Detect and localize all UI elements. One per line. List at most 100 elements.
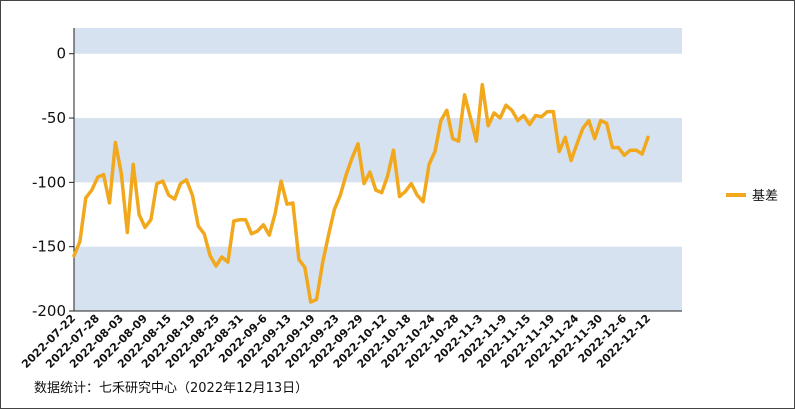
data-point xyxy=(362,182,366,185)
data-point xyxy=(587,119,591,122)
data-point xyxy=(191,194,194,197)
data-point xyxy=(126,231,129,234)
source-note: 数据统计：七禾研究中心（2022年12月13日） xyxy=(34,381,309,396)
data-point xyxy=(120,172,123,175)
legend: 基差 xyxy=(726,189,778,204)
data-point xyxy=(173,197,176,201)
background-bands xyxy=(74,28,682,311)
data-point xyxy=(303,266,306,269)
data-point xyxy=(137,213,141,216)
data-point xyxy=(599,119,602,122)
data-point xyxy=(516,119,520,122)
data-point xyxy=(321,262,324,265)
data-point xyxy=(232,219,235,223)
data-point xyxy=(546,110,549,113)
data-point xyxy=(315,298,318,301)
data-point xyxy=(285,203,289,206)
data-point xyxy=(78,240,82,243)
data-point xyxy=(617,146,620,149)
y-tick-label: -200 xyxy=(32,302,66,320)
data-point xyxy=(250,232,253,236)
data-point xyxy=(368,170,372,174)
data-point xyxy=(185,178,188,181)
data-point xyxy=(629,149,632,152)
grid-band xyxy=(74,246,682,311)
data-point xyxy=(487,124,490,127)
y-tick-label: 0 xyxy=(56,45,66,63)
data-point xyxy=(463,93,466,97)
data-point xyxy=(569,159,573,162)
data-point xyxy=(327,233,330,237)
data-point xyxy=(611,146,614,149)
data-point xyxy=(309,300,312,304)
data-point xyxy=(197,224,200,228)
data-point xyxy=(297,258,301,261)
data-point xyxy=(558,150,561,153)
data-point xyxy=(634,149,638,152)
data-point xyxy=(481,83,484,86)
y-tick-label: -150 xyxy=(32,238,66,256)
data-point xyxy=(421,200,425,203)
data-point xyxy=(202,232,206,236)
data-point xyxy=(469,116,472,120)
data-point xyxy=(528,123,531,126)
data-point xyxy=(623,154,626,157)
data-point xyxy=(510,109,514,112)
data-point xyxy=(114,141,117,144)
data-point xyxy=(605,121,608,125)
data-point xyxy=(155,182,159,185)
data-point xyxy=(498,116,502,120)
data-point xyxy=(451,137,454,140)
data-point xyxy=(356,142,360,145)
data-point xyxy=(563,136,567,139)
data-point xyxy=(410,182,413,185)
data-point xyxy=(238,218,241,221)
data-point xyxy=(504,103,508,107)
data-point xyxy=(345,173,348,176)
data-point xyxy=(475,140,478,143)
data-point xyxy=(380,191,383,194)
data-point xyxy=(492,111,496,115)
data-point xyxy=(143,226,147,229)
data-point xyxy=(273,212,277,215)
data-point xyxy=(256,230,259,233)
y-axis-ticks: 0 -50 -100 -150 -200 xyxy=(32,45,74,320)
data-point xyxy=(646,136,650,139)
data-point xyxy=(333,208,336,211)
data-point xyxy=(552,110,555,113)
data-point xyxy=(208,254,212,257)
data-point xyxy=(392,149,395,152)
data-point xyxy=(291,201,295,205)
legend-label-jicha: 基差 xyxy=(752,189,778,204)
data-point xyxy=(404,190,407,193)
x-axis-ticks: 2022-07-222022-07-282022-08-032022-08-09… xyxy=(19,312,653,371)
data-point xyxy=(640,152,644,156)
data-point xyxy=(386,174,389,178)
data-point xyxy=(350,156,354,160)
data-point xyxy=(433,150,437,153)
data-point xyxy=(457,140,460,143)
data-point xyxy=(439,119,443,122)
data-point xyxy=(374,188,377,192)
series-group xyxy=(72,82,650,304)
data-point xyxy=(575,142,579,145)
data-point xyxy=(339,194,342,197)
data-point xyxy=(161,179,164,183)
data-point xyxy=(149,218,153,221)
data-point xyxy=(522,114,525,117)
data-point xyxy=(398,195,401,198)
data-point xyxy=(96,176,99,179)
data-point xyxy=(244,218,247,221)
y-tick-label: -50 xyxy=(42,109,67,127)
data-point xyxy=(427,163,431,166)
y-tick-label: -100 xyxy=(32,173,66,191)
data-point xyxy=(534,114,537,117)
data-point xyxy=(131,163,135,166)
data-point xyxy=(445,109,449,112)
data-point xyxy=(108,201,111,205)
data-point xyxy=(593,137,596,140)
data-point xyxy=(214,264,218,268)
data-point xyxy=(268,233,271,237)
data-point xyxy=(279,179,283,183)
